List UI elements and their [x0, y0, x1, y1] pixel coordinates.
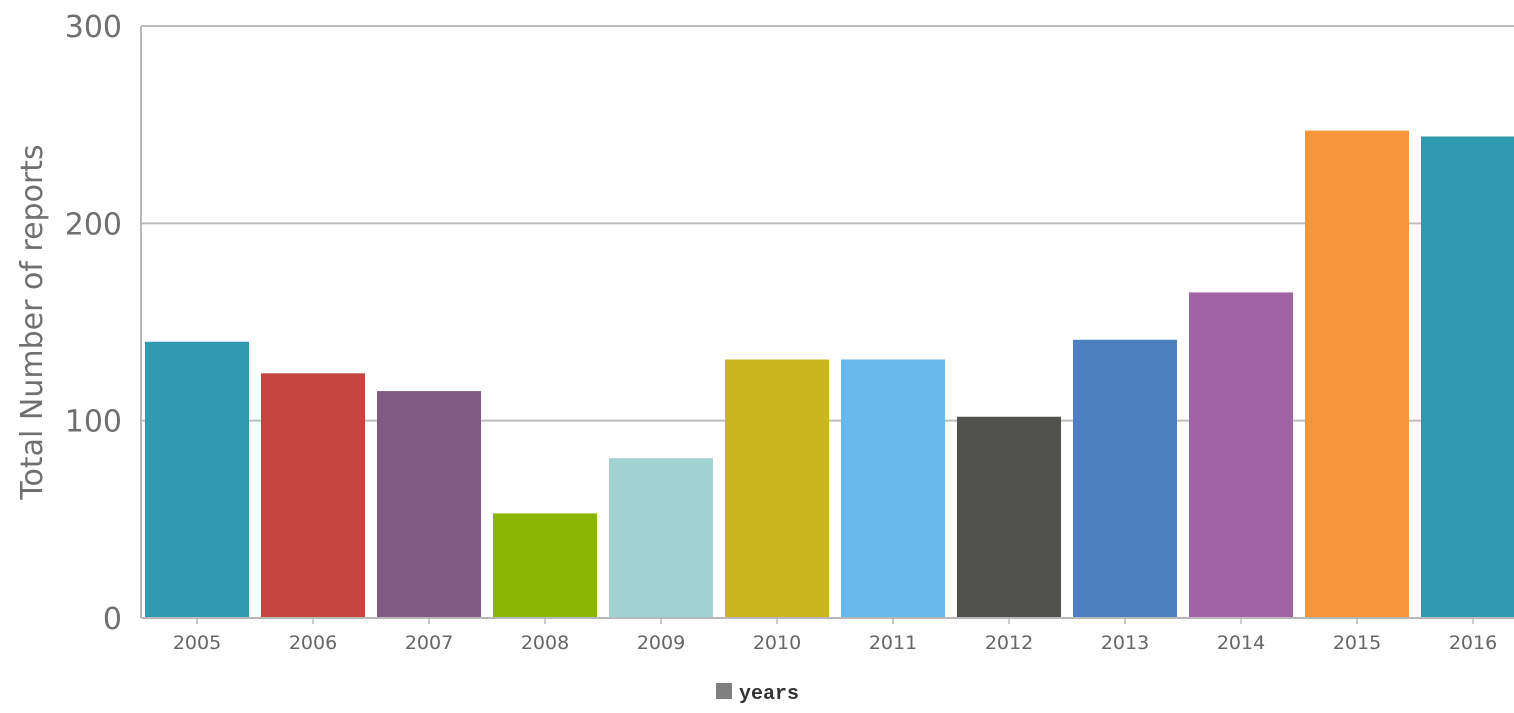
x-tick-label: 2014 — [1217, 632, 1265, 654]
y-tick-label: 300 — [65, 10, 122, 45]
bar-2016[interactable] — [1421, 136, 1514, 619]
bar-2008[interactable] — [493, 513, 597, 618]
bar-2015[interactable] — [1305, 130, 1409, 618]
x-tick-label: 2008 — [521, 632, 569, 654]
y-tick-label: 0 — [103, 602, 122, 637]
x-tick-labels: 2005 2006 2007 2008 2009 2010 2011 2012 2013 2014… — [173, 618, 1497, 654]
bar-2007[interactable] — [377, 391, 481, 618]
x-tick-label: 2006 — [289, 632, 337, 654]
x-tick-label: 2013 — [1101, 632, 1149, 654]
legend-label: years — [739, 683, 799, 706]
y-tick-label: 200 — [65, 207, 122, 242]
bar-2005[interactable] — [145, 341, 249, 618]
legend[interactable]: years — [716, 683, 799, 706]
x-tick-label: 2015 — [1333, 632, 1381, 654]
x-tick-label: 2016 — [1449, 632, 1497, 654]
x-tick-label: 2005 — [173, 632, 221, 654]
bar-2014[interactable] — [1189, 292, 1293, 618]
x-tick-label: 2010 — [753, 632, 801, 654]
bar-2011[interactable] — [841, 359, 945, 618]
bar-2009[interactable] — [609, 458, 713, 618]
y-tick-label: 100 — [65, 405, 122, 440]
y-axis-label: Total Number of reports — [15, 144, 50, 500]
bar-2013[interactable] — [1073, 339, 1177, 618]
y-tick-labels: 0 100 200 300 — [65, 10, 122, 637]
bar-2006[interactable] — [261, 373, 365, 618]
x-tick-label: 2009 — [637, 632, 685, 654]
legend-swatch — [716, 683, 732, 699]
x-tick-label: 2007 — [405, 632, 453, 654]
bar-2012[interactable] — [957, 416, 1061, 618]
x-tick-label: 2011 — [869, 632, 917, 654]
bars — [145, 130, 1514, 619]
bar-2010[interactable] — [725, 359, 829, 618]
x-tick-label: 2012 — [985, 632, 1033, 654]
